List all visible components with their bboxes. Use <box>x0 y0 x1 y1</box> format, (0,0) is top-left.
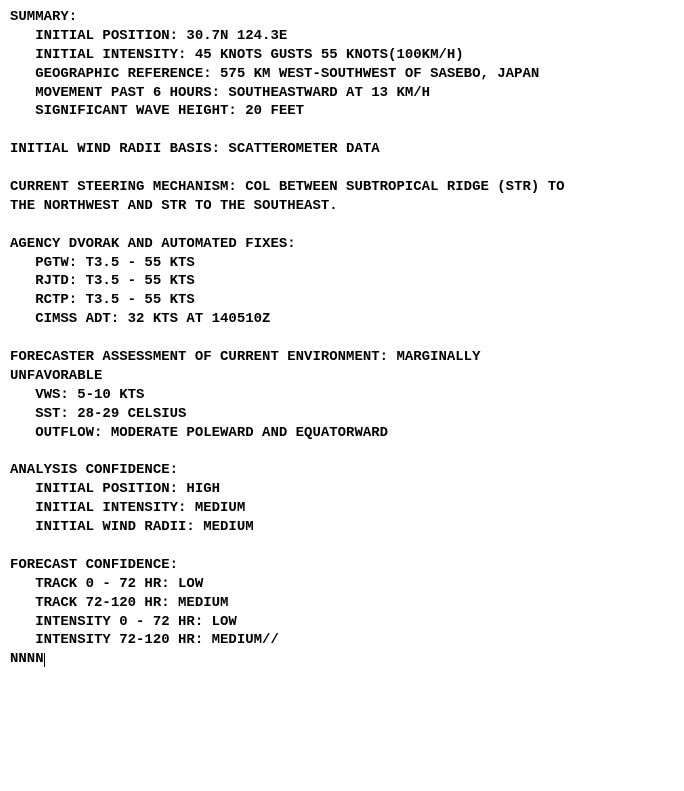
movement: MOVEMENT PAST 6 HOURS: SOUTHEASTWARD AT … <box>10 84 674 103</box>
dvorak-rjtd: RJTD: T3.5 - 55 KTS <box>10 272 674 291</box>
blank-line <box>10 159 674 178</box>
steering-line2: THE NORTHWEST AND STR TO THE SOUTHEAST. <box>10 197 674 216</box>
dvorak-pgtw: PGTW: T3.5 - 55 KTS <box>10 254 674 273</box>
forecast-intensity1: INTENSITY 0 - 72 HR: LOW <box>10 613 674 632</box>
analysis-intensity: INITIAL INTENSITY: MEDIUM <box>10 499 674 518</box>
blank-line <box>10 216 674 235</box>
terminator: NNNN <box>10 651 44 667</box>
analysis-header: ANALYSIS CONFIDENCE: <box>10 461 674 480</box>
forecast-track2: TRACK 72-120 HR: MEDIUM <box>10 594 674 613</box>
geographic-reference: GEOGRAPHIC REFERENCE: 575 KM WEST-SOUTHW… <box>10 65 674 84</box>
dvorak-header: AGENCY DVORAK AND AUTOMATED FIXES: <box>10 235 674 254</box>
blank-line <box>10 121 674 140</box>
steering-line1: CURRENT STEERING MECHANISM: COL BETWEEN … <box>10 178 674 197</box>
text-cursor <box>44 653 45 667</box>
blank-line <box>10 537 674 556</box>
summary-header: SUMMARY: <box>10 8 674 27</box>
dvorak-cimss: CIMSS ADT: 32 KTS AT 140510Z <box>10 310 674 329</box>
blank-line <box>10 329 674 348</box>
forecast-track1: TRACK 0 - 72 HR: LOW <box>10 575 674 594</box>
environment-line2: UNFAVORABLE <box>10 367 674 386</box>
dvorak-rctp: RCTP: T3.5 - 55 KTS <box>10 291 674 310</box>
environment-outflow: OUTFLOW: MODERATE POLEWARD AND EQUATORWA… <box>10 424 674 443</box>
terminator-line: NNNN <box>10 650 674 669</box>
blank-line <box>10 442 674 461</box>
wind-radii-basis: INITIAL WIND RADII BASIS: SCATTEROMETER … <box>10 140 674 159</box>
analysis-radii: INITIAL WIND RADII: MEDIUM <box>10 518 674 537</box>
forecast-intensity2: INTENSITY 72-120 HR: MEDIUM// <box>10 631 674 650</box>
forecast-header: FORECAST CONFIDENCE: <box>10 556 674 575</box>
environment-line1: FORECASTER ASSESSMENT OF CURRENT ENVIRON… <box>10 348 674 367</box>
wave-height: SIGNIFICANT WAVE HEIGHT: 20 FEET <box>10 102 674 121</box>
environment-sst: SST: 28-29 CELSIUS <box>10 405 674 424</box>
environment-vws: VWS: 5-10 KTS <box>10 386 674 405</box>
initial-position: INITIAL POSITION: 30.7N 124.3E <box>10 27 674 46</box>
initial-intensity: INITIAL INTENSITY: 45 KNOTS GUSTS 55 KNO… <box>10 46 674 65</box>
analysis-position: INITIAL POSITION: HIGH <box>10 480 674 499</box>
